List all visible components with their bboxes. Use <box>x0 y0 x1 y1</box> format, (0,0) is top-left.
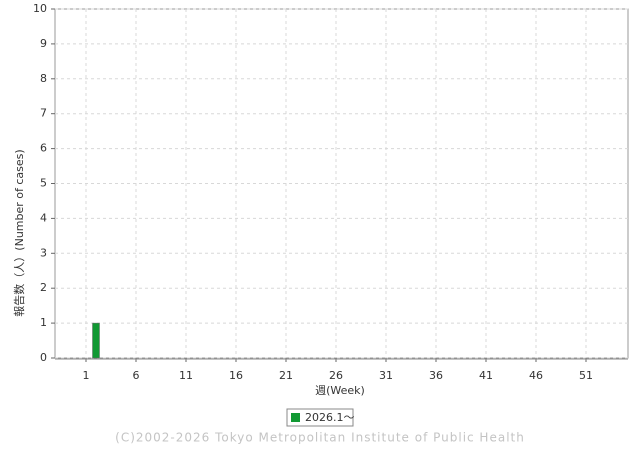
y-tick-label: 8 <box>40 72 47 85</box>
legend-swatch <box>291 413 300 422</box>
y-tick-label: 0 <box>40 351 47 364</box>
y-tick-label: 9 <box>40 37 47 50</box>
footer: (C)2002-2026 Tokyo Metropolitan Institut… <box>115 431 525 445</box>
x-tick-label: 26 <box>329 369 343 382</box>
x-tick-label: 41 <box>479 369 493 382</box>
y-axis-label: 報告数（人）(Number of cases) <box>13 149 26 316</box>
x-tick-label: 51 <box>579 369 593 382</box>
x-tick-label: 6 <box>133 369 140 382</box>
y-tick-label: 5 <box>40 177 47 190</box>
legend-label: 2026.1〜 <box>305 411 355 424</box>
legend-box <box>286 408 354 427</box>
y-tick-label: 3 <box>40 246 47 259</box>
x-tick-label: 1 <box>83 369 90 382</box>
y-tick-label: 4 <box>40 211 47 224</box>
y-tick-label: 7 <box>40 107 47 120</box>
x-tick-label: 46 <box>529 369 543 382</box>
y-tick-label: 6 <box>40 142 47 155</box>
x-tick-label: 31 <box>379 369 393 382</box>
y-tick-label: 1 <box>40 316 47 329</box>
y-tick-label: 2 <box>40 281 47 294</box>
x-tick-label: 36 <box>429 369 443 382</box>
y-tick-label: 10 <box>33 2 47 15</box>
x-axis-label: 週(Week) <box>315 384 365 397</box>
bar <box>92 322 100 359</box>
x-tick-label: 11 <box>179 369 193 382</box>
x-tick-label: 21 <box>279 369 293 382</box>
plot-area <box>54 8 629 359</box>
x-tick-label: 16 <box>229 369 243 382</box>
